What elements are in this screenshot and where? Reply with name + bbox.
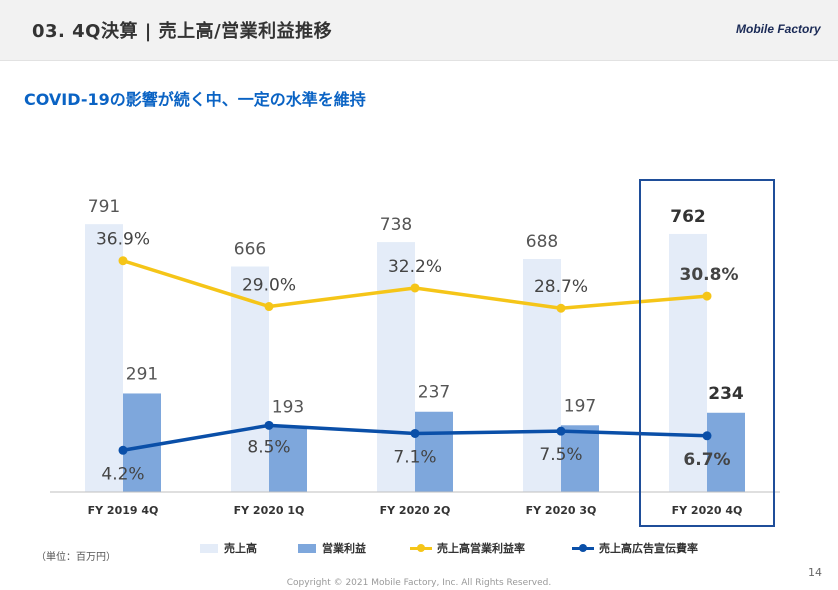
- point-ad-ratio-0: [118, 445, 128, 455]
- x-tick-label-0: FY 2019 4Q: [88, 504, 159, 517]
- point-operating-margin-3: [556, 303, 566, 313]
- x-tick-label-3: FY 2020 3Q: [526, 504, 597, 517]
- bar-revenue-0: [85, 224, 123, 492]
- unit-note: （単位：百万円）: [36, 552, 116, 563]
- legend-swatch-revenue: [200, 543, 218, 553]
- point-operating-margin-1: [264, 302, 274, 312]
- legend-swatch-operating-profit: [298, 543, 316, 553]
- highlight-box: [639, 179, 775, 527]
- company-logo: Mobile Factory: [736, 19, 826, 41]
- label-ad-ratio-3: 7.5%: [539, 445, 582, 465]
- bar-revenue-2: [377, 242, 415, 492]
- label-ad-ratio-4: 6.7%: [683, 450, 730, 470]
- point-operating-margin-0: [118, 256, 128, 266]
- x-tick-label-4: FY 2020 4Q: [672, 504, 743, 517]
- legend-label-operating-profit: 営業利益: [322, 542, 366, 555]
- bar-operating-profit-2: [415, 411, 453, 492]
- label-operating-profit-3: 197: [564, 396, 596, 416]
- copyright-notice: Copyright © 2021 Mobile Factory, Inc. Al…: [286, 578, 552, 588]
- label-operating-margin-2: 32.2%: [388, 257, 442, 277]
- label-revenue-1: 666: [234, 239, 266, 259]
- label-operating-profit-2: 237: [418, 383, 450, 403]
- legend-swatch-ad-ratio: [572, 543, 594, 552]
- bar-operating-profit-1: [269, 426, 307, 492]
- x-tick-label-2: FY 2020 2Q: [380, 504, 451, 517]
- revenue-profit-chart: 791 291 666 193 738 237 688 197 762 234 36.9% 4.2% 2…: [50, 179, 780, 527]
- legend-item-ad-ratio: 売上高広告宣伝費率: [572, 538, 698, 558]
- label-ad-ratio-0: 4.2%: [101, 464, 144, 484]
- point-ad-ratio-3: [556, 426, 566, 436]
- label-operating-profit-1: 193: [272, 398, 304, 418]
- bar-revenue-4: [669, 233, 707, 492]
- point-ad-ratio-2: [410, 428, 420, 438]
- label-revenue-3: 688: [526, 232, 558, 252]
- bar-operating-profit-3: [561, 425, 599, 492]
- chart-legend: 売上高 営業利益 売上高営業利益率 売上高広告宣伝費率: [0, 538, 838, 558]
- legend-swatch-operating-margin: [410, 543, 432, 552]
- legend-item-revenue: 売上高: [200, 538, 257, 558]
- bar-operating-profit-4: [707, 412, 745, 492]
- legend-label-ad-ratio: 売上高広告宣伝費率: [599, 542, 698, 555]
- legend-label-operating-margin: 売上高営業利益率: [437, 542, 525, 555]
- logo-text: Mobile Factory: [736, 22, 821, 36]
- label-operating-margin-1: 29.0%: [242, 276, 296, 296]
- header-bar: 03. 4Q決算 | 売上高/営業利益推移 Mobile Factory: [0, 0, 838, 61]
- label-revenue-2: 738: [380, 215, 412, 235]
- label-ad-ratio-2: 7.1%: [393, 447, 436, 467]
- page-title: 03. 4Q決算 | 売上高/営業利益推移: [32, 21, 333, 42]
- label-operating-profit-4: 234: [708, 384, 744, 404]
- label-operating-profit-0: 291: [126, 364, 158, 384]
- legend-label-revenue: 売上高: [224, 542, 257, 555]
- label-operating-margin-4: 30.8%: [680, 265, 739, 285]
- point-ad-ratio-4: [702, 431, 712, 441]
- label-ad-ratio-1: 8.5%: [247, 437, 290, 457]
- legend-item-operating-margin: 売上高営業利益率: [410, 538, 525, 558]
- label-revenue-4: 762: [670, 207, 706, 227]
- x-tick-label-1: FY 2020 1Q: [234, 504, 305, 517]
- point-operating-margin-4: [702, 291, 712, 301]
- bar-operating-profit-0: [123, 393, 161, 492]
- label-operating-margin-3: 28.7%: [534, 277, 588, 297]
- label-revenue-0: 791: [88, 197, 120, 217]
- page-number: 14: [808, 566, 822, 579]
- point-ad-ratio-1: [264, 420, 274, 430]
- point-operating-margin-2: [410, 283, 420, 293]
- legend-item-operating-profit: 営業利益: [298, 538, 366, 558]
- slide-subtitle: COVID-19の影響が続く中、一定の水準を維持: [24, 90, 366, 109]
- bar-revenue-3: [523, 259, 561, 492]
- label-operating-margin-0: 36.9%: [96, 230, 150, 250]
